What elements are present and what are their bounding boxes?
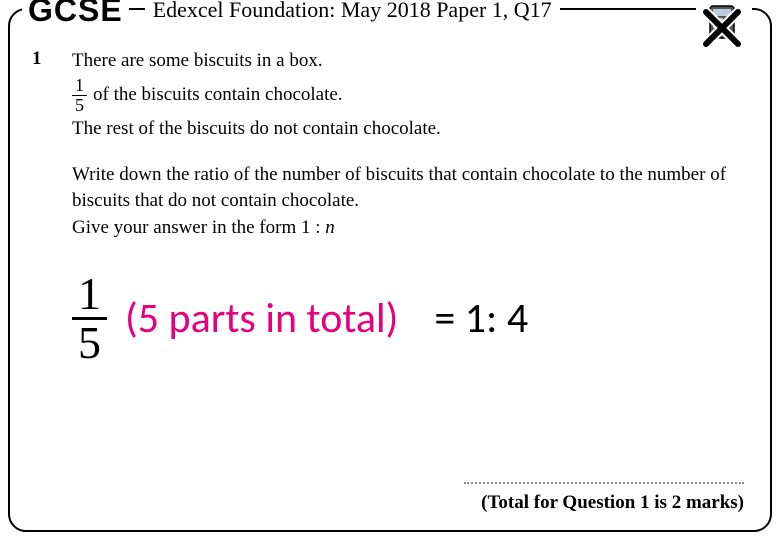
variable-n: n [325, 217, 335, 238]
question-number: 1 [32, 48, 52, 243]
question-line: There are some biscuits in a box. [72, 48, 748, 74]
answer-result: = 1: 4 [434, 293, 528, 344]
question-card: GCSE Edexcel Foundation: May 2018 Paper … [8, 8, 772, 532]
total-marks: (Total for Question 1 is 2 marks) [481, 492, 744, 514]
gcse-label: GCSE [22, 0, 129, 26]
question-line: Give your answer in the form 1 : n [72, 215, 748, 241]
question-row: 1 There are some biscuits in a box. 1 5 … [32, 48, 748, 243]
header: GCSE Edexcel Foundation: May 2018 Paper … [22, 0, 710, 26]
question-line: Write down the ratio of the number of bi… [72, 162, 748, 213]
answer-row: 1 5 (5 parts in total) = 1: 4 [72, 271, 748, 366]
paper-title: Edexcel Foundation: May 2018 Paper 1, Q1… [145, 0, 560, 24]
question-fraction-line: 1 5 of the biscuits contain chocolate. [72, 76, 748, 115]
fraction-one-fifth: 1 5 [72, 76, 87, 115]
answer-fraction: 1 5 [72, 271, 107, 366]
answer-note: (5 parts in total) [125, 293, 398, 344]
question-body: There are some biscuits in a box. 1 5 of… [72, 48, 748, 243]
no-calculator-icon [696, 4, 752, 60]
question-line: of the biscuits contain chocolate. [93, 82, 343, 108]
question-line: The rest of the biscuits do not contain … [72, 116, 748, 142]
answer-dotted-line [464, 482, 744, 484]
